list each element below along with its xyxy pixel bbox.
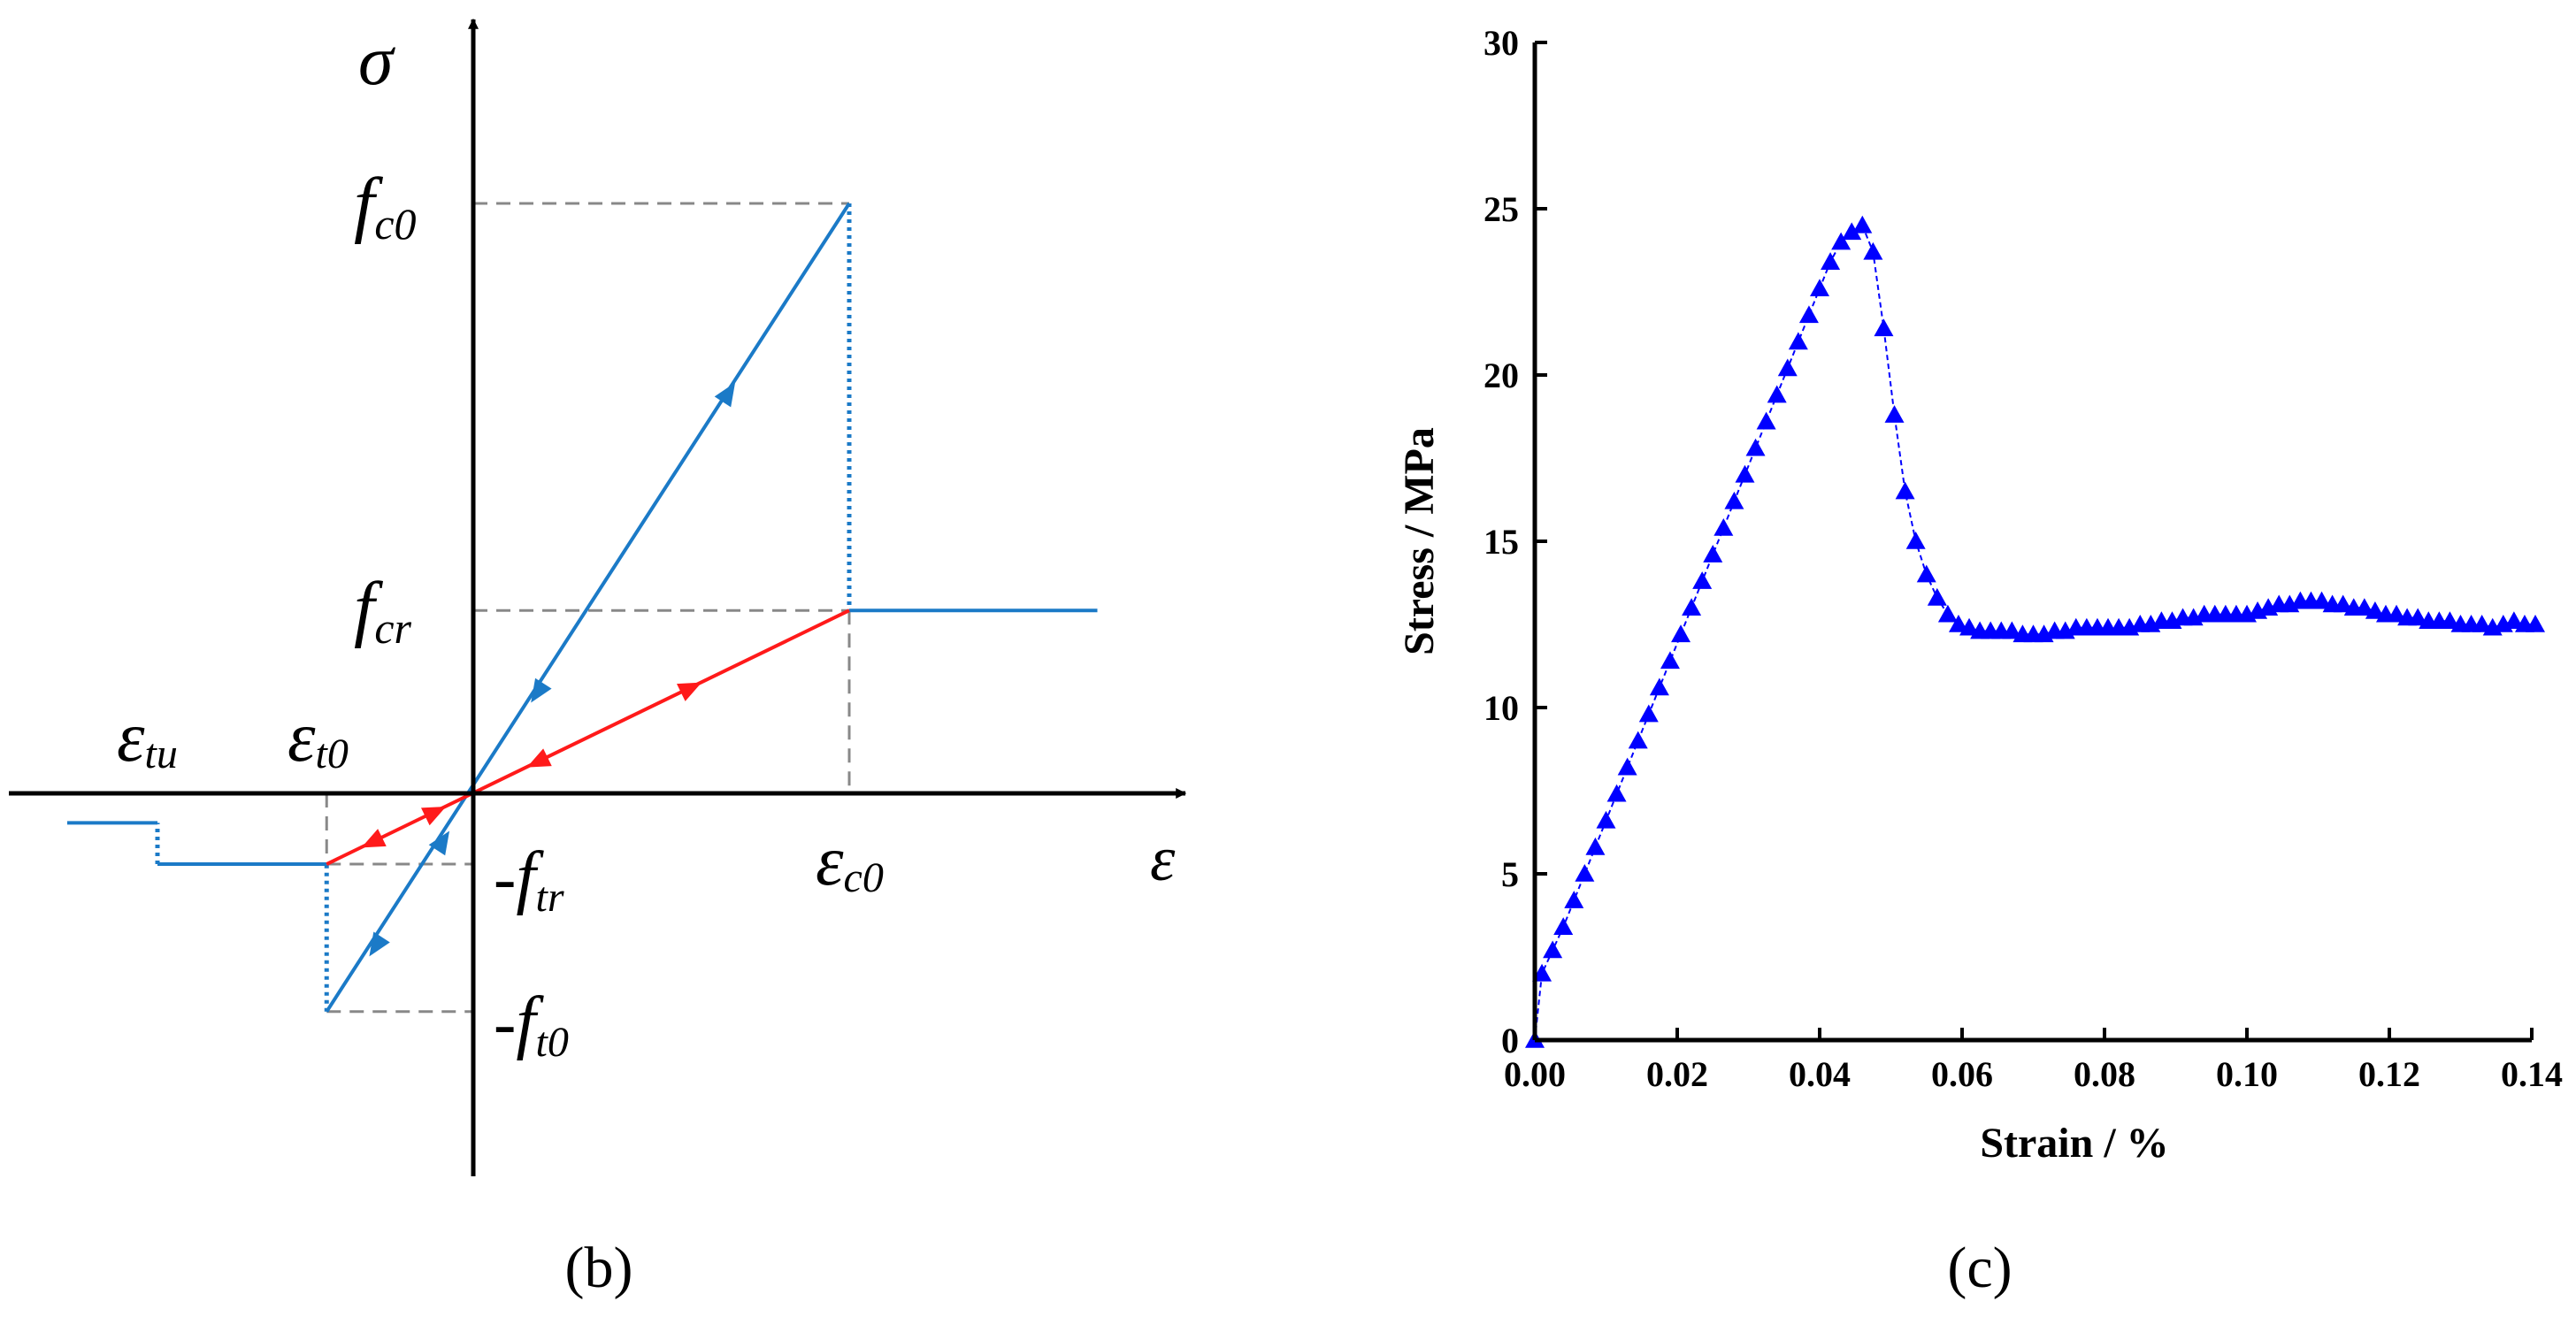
data-point — [2312, 591, 2332, 609]
arrow-blue-tension-down — [369, 931, 390, 957]
x-tick-label: 0.10 — [2216, 1054, 2278, 1094]
data-point — [2002, 621, 2022, 639]
y-axis-symbol: σ — [358, 22, 395, 100]
data-point — [1628, 731, 1648, 749]
arrow-blue-down — [531, 677, 552, 703]
data-point — [2354, 598, 2374, 616]
data-point — [1543, 940, 1563, 959]
x-axis-ticks: 0.00 0.02 0.04 0.06 0.08 0.10 0.12 0.14 — [1504, 1028, 2563, 1094]
data-point — [2526, 615, 2546, 632]
data-point — [1606, 784, 1627, 802]
x-tick-label: 0.02 — [1646, 1054, 1708, 1094]
panel-label-c: (c) — [1947, 1236, 2012, 1300]
data-point — [1724, 491, 1744, 509]
data-point — [1777, 358, 1798, 377]
arrow-red-up — [677, 682, 702, 701]
data-point — [1842, 222, 1862, 241]
arrow-red-down — [526, 748, 552, 768]
data-point — [1852, 215, 1873, 233]
x-tick-label: 0.04 — [1789, 1054, 1851, 1094]
data-point — [1703, 545, 1723, 563]
x-tick-label: 0.08 — [2074, 1054, 2135, 1094]
curve-0 — [325, 202, 851, 1013]
x-tick-label: 0.06 — [1931, 1054, 1993, 1094]
x-axis-symbol: ε — [1150, 823, 1176, 894]
data-point — [1532, 963, 1552, 982]
label-ft0: -ft0 — [494, 983, 569, 1066]
data-point — [1798, 305, 1819, 324]
data-point — [1649, 677, 1669, 696]
data-point — [1916, 564, 1936, 583]
label-et0: εt0 — [288, 699, 349, 777]
label-ec0: εc0 — [816, 823, 884, 901]
reference-dashed-lines — [325, 202, 851, 1014]
curve-7 — [326, 608, 850, 866]
arrow-blue-up — [714, 382, 736, 408]
data-point — [1596, 810, 1616, 829]
data-point — [1884, 405, 1905, 423]
data-point — [1831, 232, 1852, 250]
data-point — [2472, 615, 2492, 632]
data-point — [1692, 571, 1713, 589]
y-tick-label: 30 — [1484, 23, 1519, 63]
data-point — [1788, 332, 1808, 350]
data-point — [1874, 318, 1894, 337]
y-tick-label: 25 — [1484, 189, 1519, 229]
data-point — [1682, 598, 1702, 616]
x-axis-title: Strain / % — [1980, 1120, 2168, 1167]
label-ftr: -ftr — [494, 838, 564, 921]
data-point — [2387, 604, 2407, 623]
data-point — [1927, 587, 1947, 606]
data-point — [1745, 438, 1766, 456]
data-point — [1767, 385, 1787, 403]
data-point — [1585, 837, 1606, 855]
data-point — [1810, 279, 1829, 297]
data-point — [1553, 917, 1574, 935]
y-tick-label: 0 — [1501, 1021, 1519, 1060]
data-point — [1564, 891, 1584, 908]
data-point — [1671, 624, 1691, 643]
arrow-red-tension-down — [361, 829, 387, 848]
data-point — [2365, 601, 2385, 619]
y-axis-ticks: 0 5 10 15 20 25 30 — [1484, 23, 1547, 1060]
data-point — [1735, 464, 1755, 483]
arrow-blue-tension-up — [428, 830, 450, 856]
panel-c-stress-strain-chart: 0.00 0.02 0.04 0.06 0.08 0.10 0.12 0.14 0 5 10 15 2… — [1396, 23, 2563, 1300]
data-point — [1660, 651, 1680, 670]
data-point — [1575, 864, 1595, 882]
label-fc0: fc0 — [354, 163, 417, 249]
y-axis-title: Stress / MPa — [1396, 427, 1443, 655]
direction-arrowheads — [361, 382, 736, 957]
data-point — [1638, 704, 1659, 723]
data-point — [2440, 611, 2460, 630]
data-series — [1525, 215, 2546, 1048]
arrow-red-tension-up — [421, 806, 447, 826]
label-etu: εtu — [117, 699, 178, 777]
x-tick-label: 0.00 — [1504, 1054, 1566, 1094]
data-point — [1959, 617, 1980, 636]
data-point — [1895, 481, 1915, 500]
x-tick-label: 0.12 — [2358, 1054, 2420, 1094]
x-tick-label: 0.14 — [2501, 1054, 2563, 1094]
y-tick-label: 10 — [1484, 688, 1519, 728]
data-point — [2503, 611, 2524, 630]
data-point — [1714, 517, 1734, 536]
data-point — [1948, 615, 1968, 632]
data-point — [1937, 604, 1958, 623]
panel-b-constitutive-model: σ ε fc0 fcr -ftr -ft0 εtu εt0 εc0 (b) — [9, 18, 1187, 1300]
data-point — [1905, 532, 1926, 549]
model-curves — [67, 202, 1098, 1013]
data-point — [1756, 411, 1776, 430]
data-point — [1617, 757, 1637, 776]
y-tick-label: 5 — [1501, 854, 1519, 894]
label-fcr: fcr — [354, 567, 412, 653]
data-point — [2333, 594, 2353, 613]
panel-label-b: (b) — [565, 1236, 633, 1300]
y-tick-label: 20 — [1484, 356, 1519, 395]
data-point — [1863, 241, 1883, 260]
data-point — [1821, 252, 1841, 270]
y-tick-label: 15 — [1484, 522, 1519, 562]
data-point — [2408, 608, 2428, 626]
